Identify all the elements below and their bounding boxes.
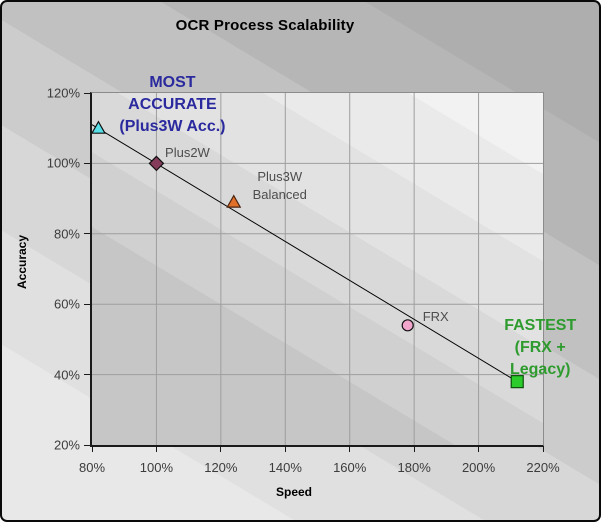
point-label-frx-legacy: FASTEST (FRX + Legacy) [504,315,576,381]
x-tick-mark [478,446,480,452]
x-axis-title: Speed [275,485,313,499]
point-label-frx: FRX [423,308,449,326]
point-label-plus2w: Plus2W [165,144,210,162]
plot-canvas [90,93,543,445]
x-tick-mark [155,446,157,452]
point-label-line: Balanced [252,187,307,203]
x-tick-label: 120% [204,460,238,475]
y-tick-label: 80% [53,226,80,242]
y-tick-label: 100% [46,155,80,171]
y-tick-label: 60% [53,296,80,312]
x-tick-label: 100% [139,460,174,475]
y-tick-label: 40% [53,367,80,383]
y-tick-mark [84,374,90,376]
point-label-line: Plus2W [165,145,210,161]
y-axis-title: Accuracy [15,234,29,290]
point-label-line: (Plus3W Acc.) [119,118,226,136]
y-tick-mark [84,233,90,235]
x-tick-mark [413,446,415,452]
y-tick-mark [84,162,90,164]
x-tick-mark [542,446,544,452]
point-label-line: Plus3W [257,169,303,185]
point-label-line: FRX [422,309,449,325]
x-tick-mark [220,446,222,452]
y-tick-label: 120% [46,85,80,101]
x-tick-label: 160% [333,460,367,475]
point-label-line: FASTEST [504,316,577,334]
y-tick-mark [84,92,90,94]
y-tick-mark [84,303,90,305]
x-tick-mark [349,446,351,452]
gridlines [92,93,543,445]
x-tick-label: 200% [461,460,496,475]
x-tick-label: 220% [526,460,560,475]
x-tick-label: 140% [268,460,302,475]
marker-plus3w-acc-triangle [90,120,106,134]
chart-title: OCR Process Scalability [175,17,355,34]
marker-frx-circle [401,319,414,332]
marker-plus2w-diamond [148,155,165,172]
x-tick-mark [91,446,93,452]
marker-plus3w-balanced-triangle [226,194,242,208]
point-label-plus3w-acc: MOST ACCURATE (Plus3W Acc.) [119,72,225,138]
trendline [91,124,518,383]
y-tick-mark [84,444,90,446]
x-tick-mark [284,446,286,452]
y-tick-label: 20% [53,437,80,453]
point-label-plus3w-balanced: Plus3W Balanced [253,168,307,204]
x-tick-label: 180% [397,460,431,475]
point-label-line: MOST [149,74,196,92]
markers [90,120,524,389]
point-label-line: Legacy) [509,360,571,378]
x-tick-label: 80% [78,460,106,475]
plot-area [90,92,544,447]
point-label-line: ACCURATE [128,96,217,114]
point-label-line: (FRX + [514,338,566,356]
marker-frx-legacy-square [510,375,524,389]
